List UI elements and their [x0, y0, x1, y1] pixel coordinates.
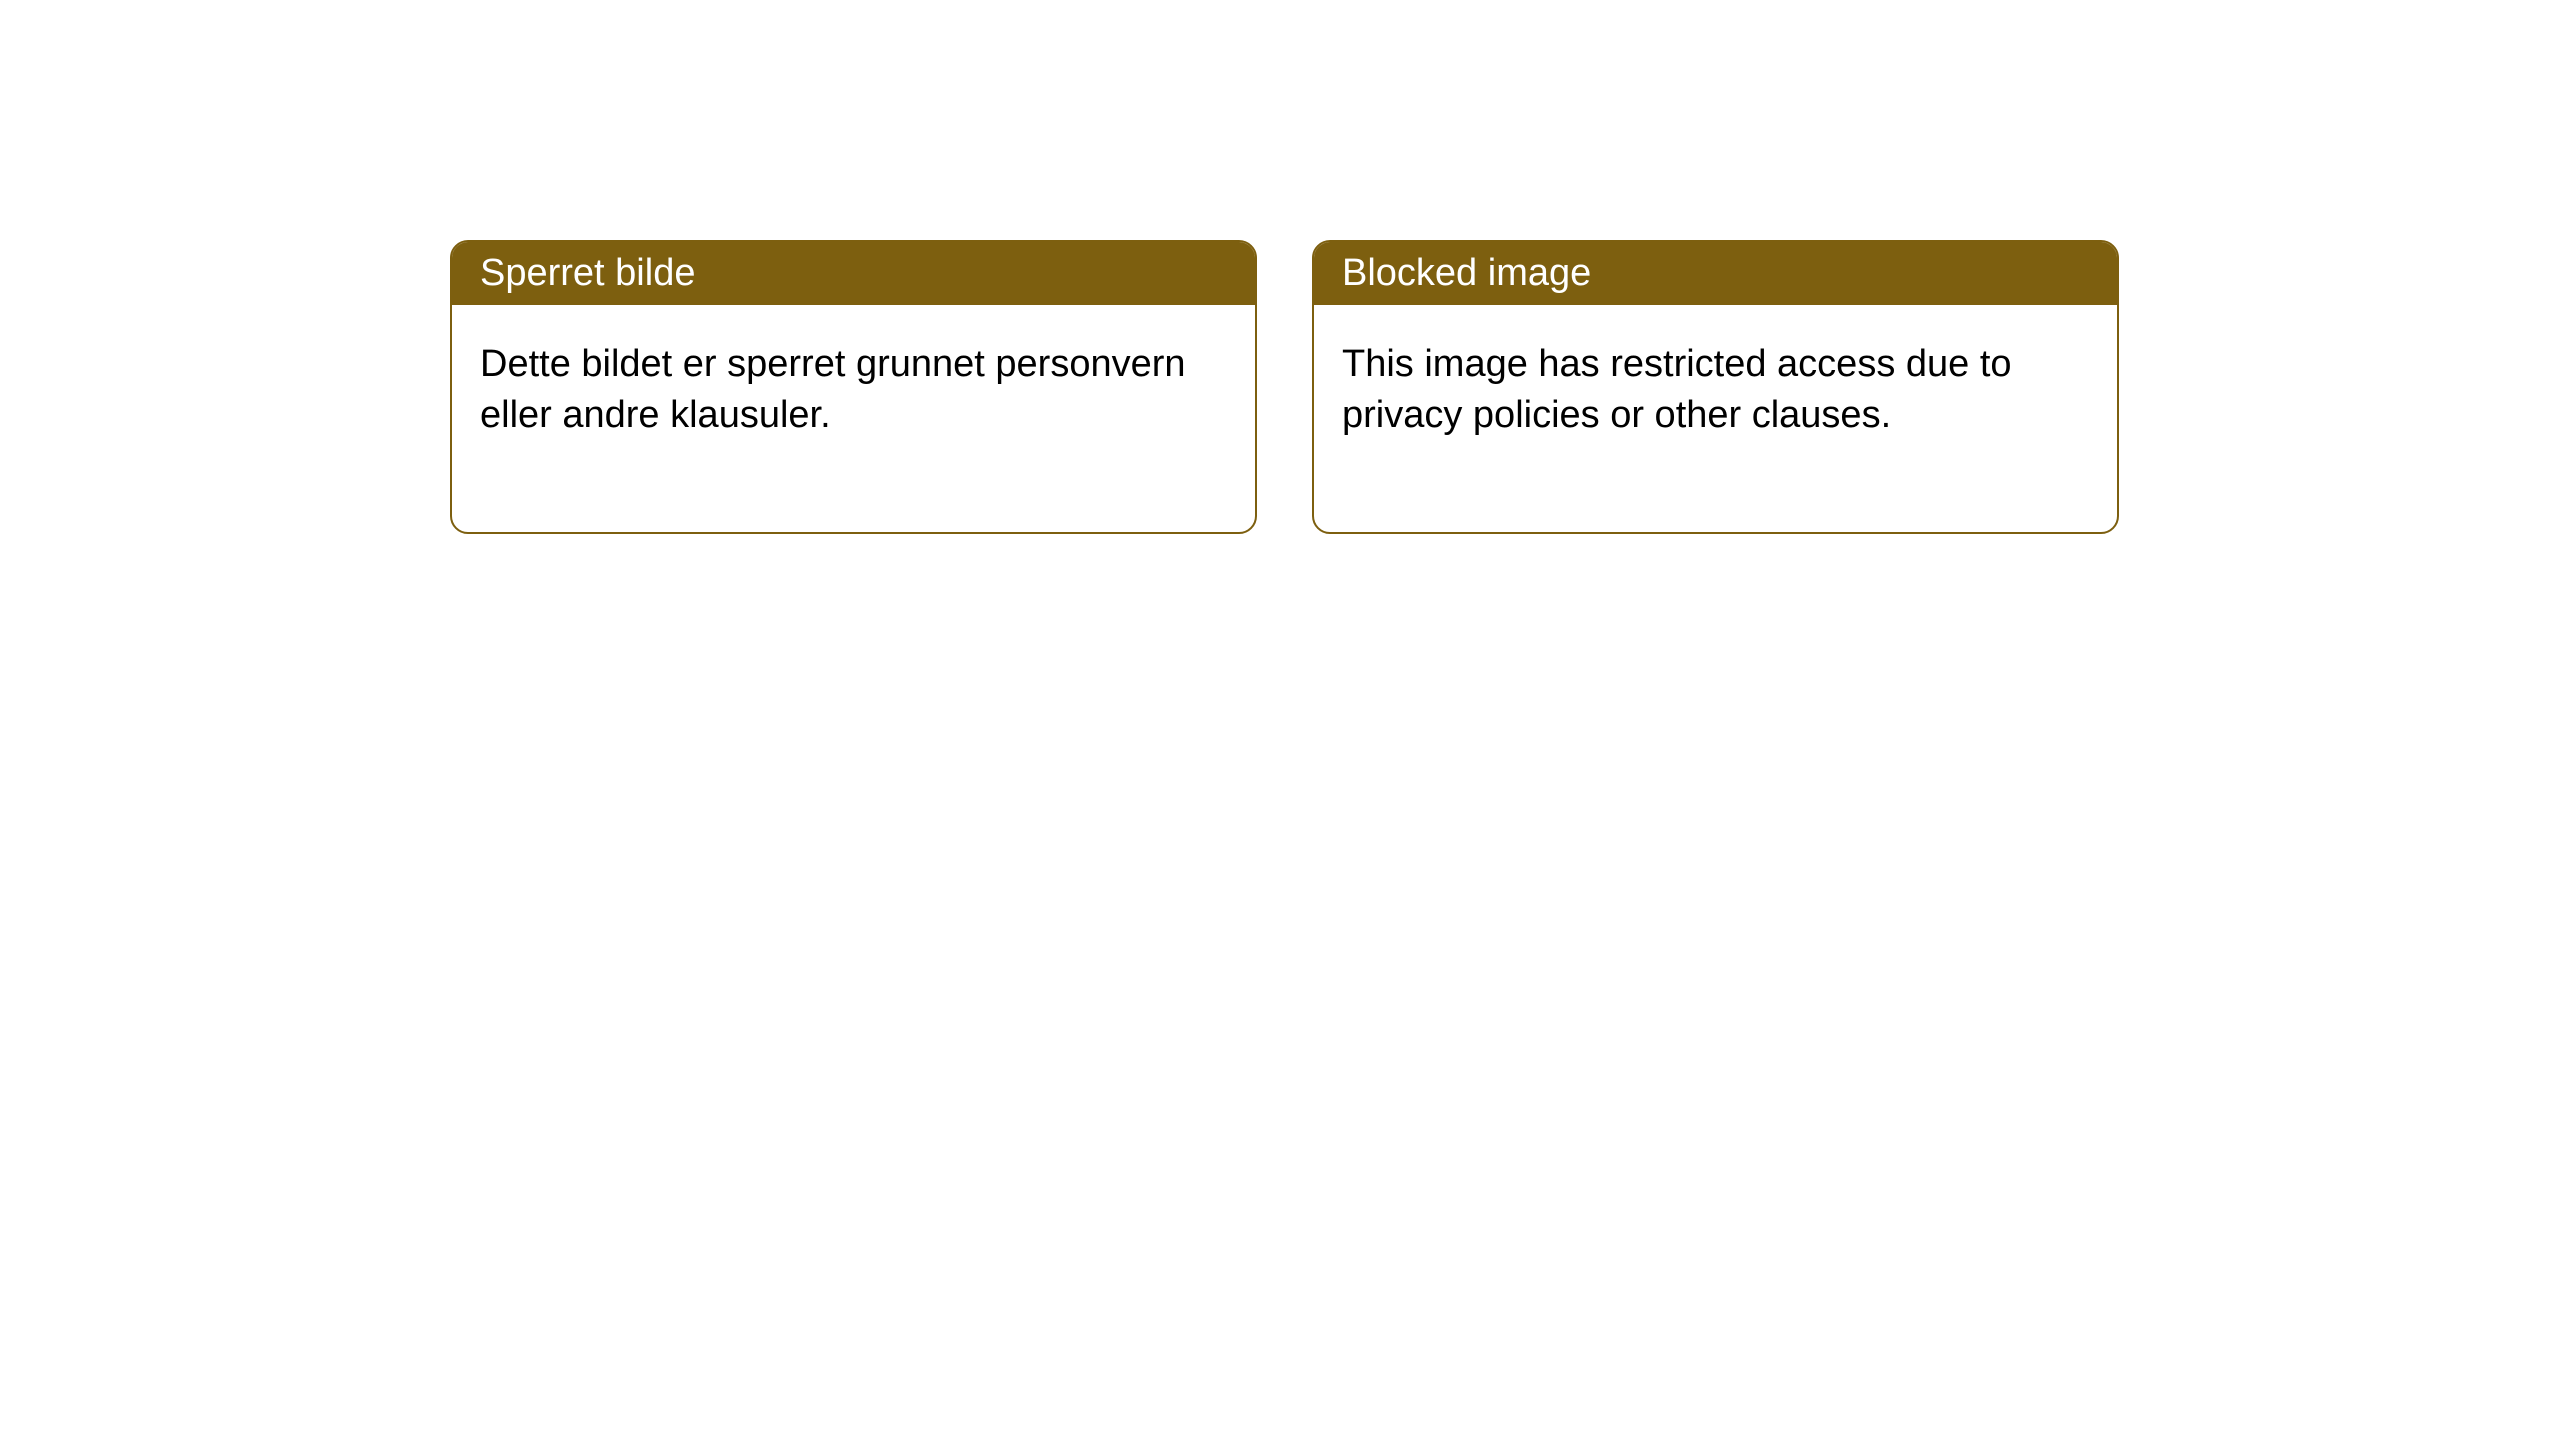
card-title: Blocked image [1342, 252, 1591, 294]
card-title: Sperret bilde [480, 252, 695, 294]
card-header: Sperret bilde [452, 242, 1255, 305]
card-body-text: This image has restricted access due to … [1342, 343, 2012, 436]
card-body-text: Dette bildet er sperret grunnet personve… [480, 343, 1186, 436]
card-header: Blocked image [1314, 242, 2117, 305]
card-body: Dette bildet er sperret grunnet personve… [452, 305, 1255, 532]
notice-cards-container: Sperret bilde Dette bildet er sperret gr… [0, 0, 2560, 534]
card-body: This image has restricted access due to … [1314, 305, 2117, 532]
notice-card-english: Blocked image This image has restricted … [1312, 240, 2119, 534]
notice-card-norwegian: Sperret bilde Dette bildet er sperret gr… [450, 240, 1257, 534]
